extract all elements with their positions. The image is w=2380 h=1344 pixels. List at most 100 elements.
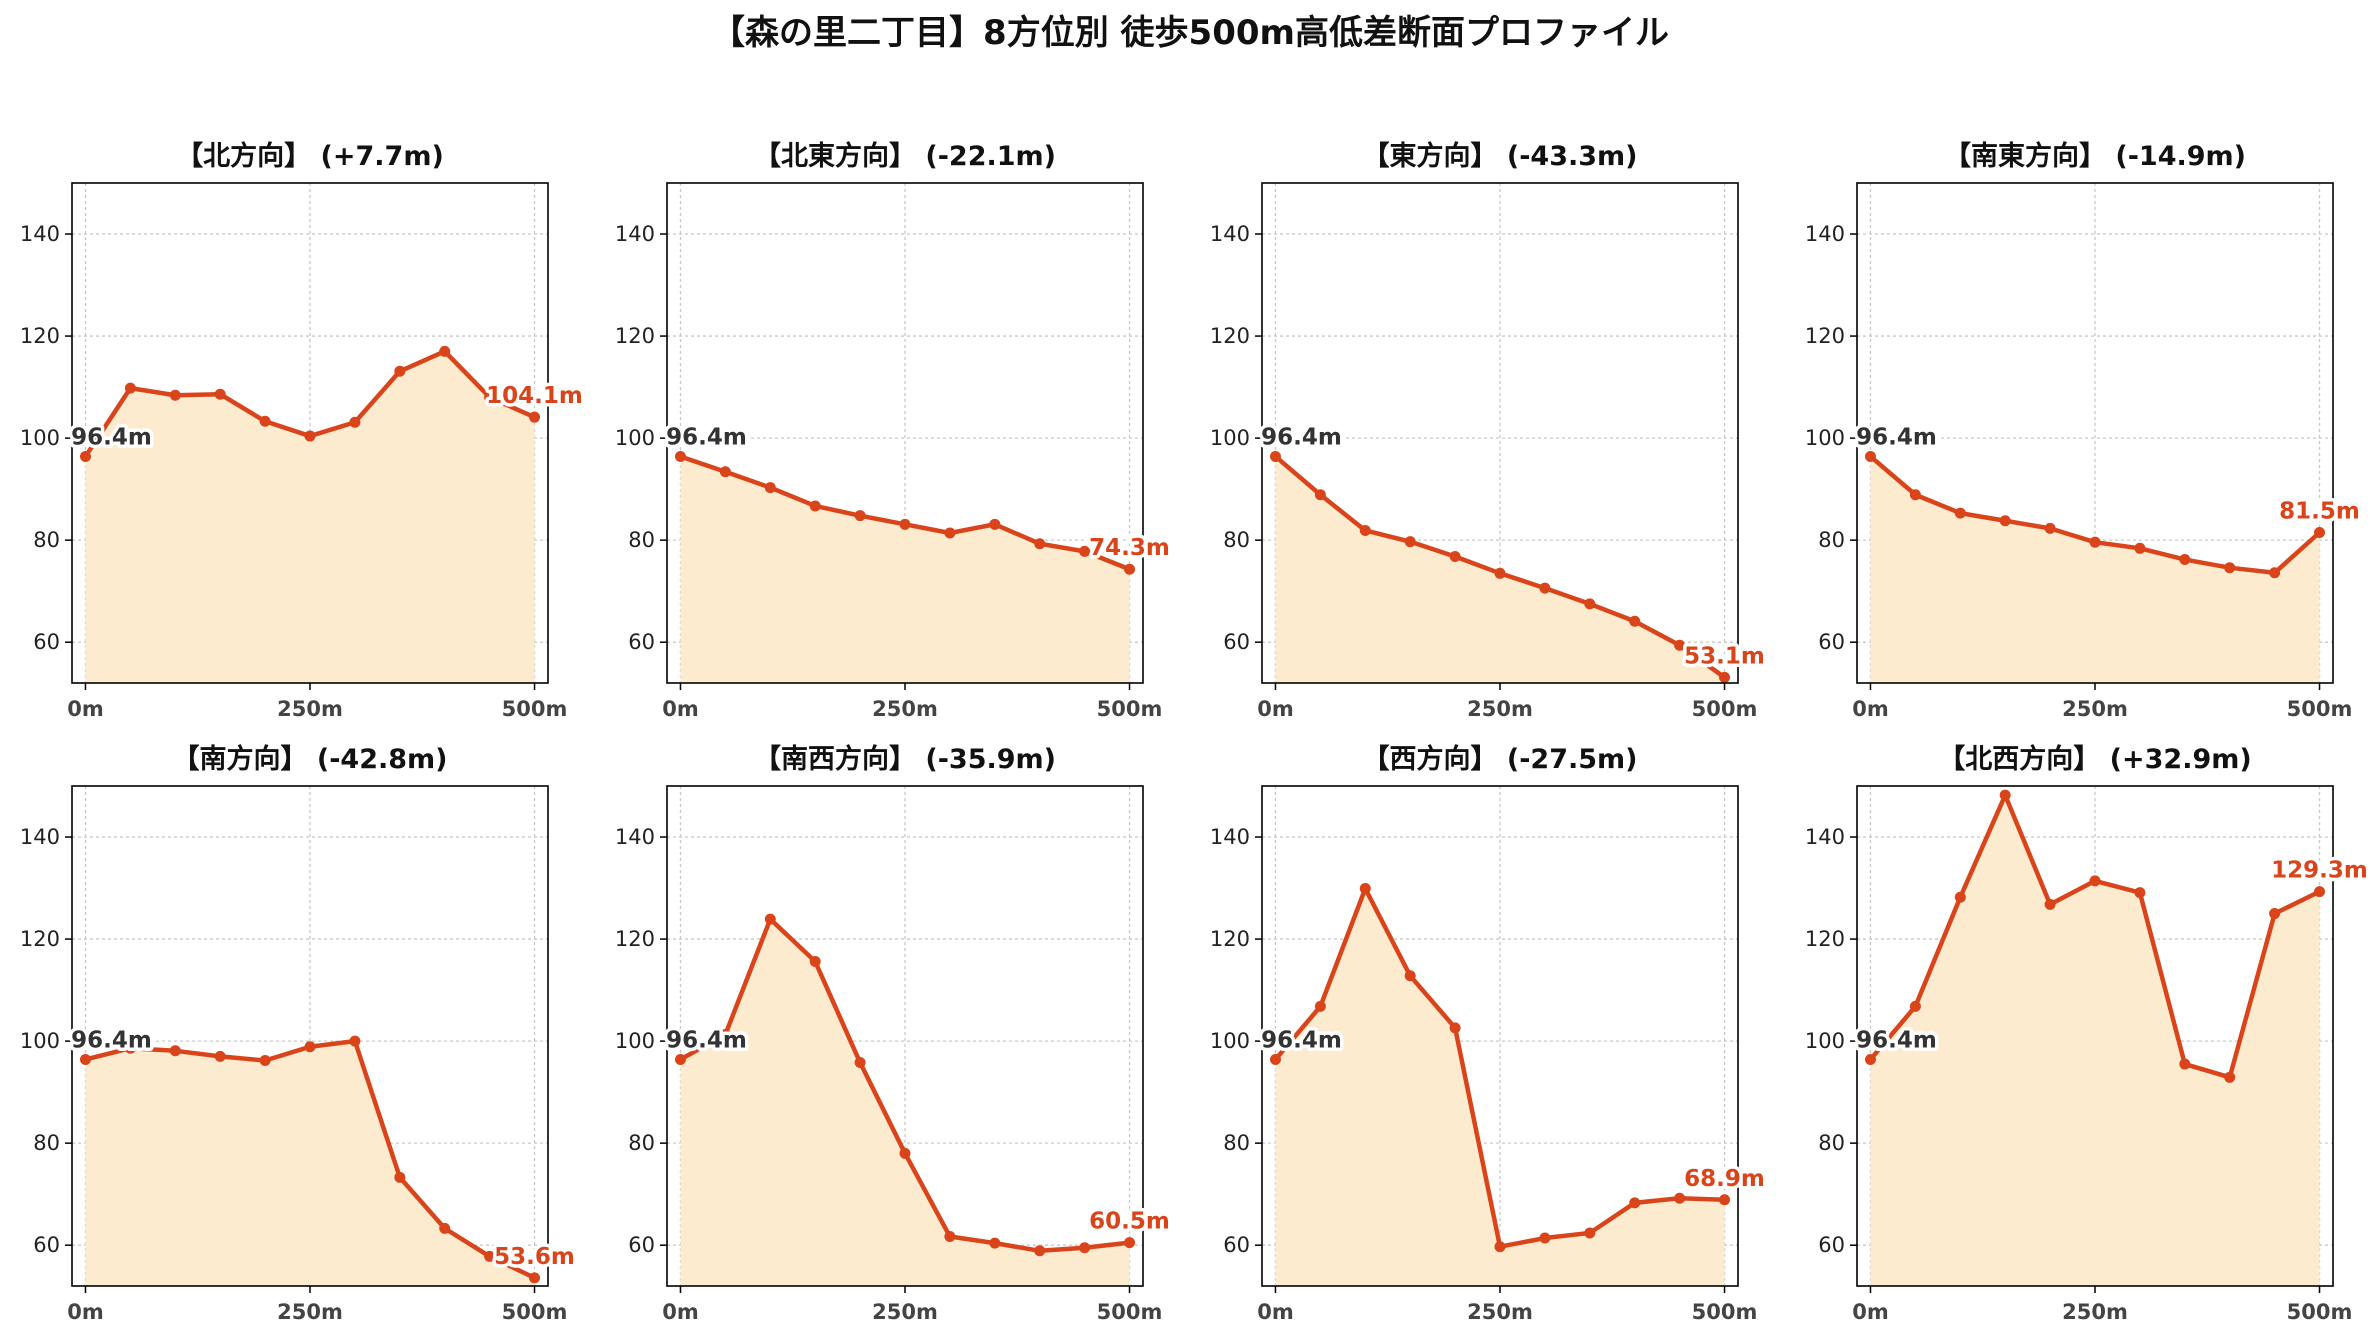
start-value-label: 96.4m [71, 1027, 152, 1053]
data-point [1954, 507, 1966, 519]
data-point [2269, 567, 2281, 579]
end-value-label: 81.5m [2279, 498, 2360, 524]
area-fill [1870, 795, 2320, 1286]
data-point [2314, 526, 2326, 538]
data-point [1359, 524, 1371, 536]
area-fill [85, 351, 535, 683]
data-point [764, 482, 776, 494]
x-tick-label: 0m [662, 697, 699, 721]
data-point [674, 450, 686, 462]
y-tick-label: 100 [20, 426, 60, 450]
data-point [719, 466, 731, 478]
end-value-label: 74.3m [1089, 535, 1170, 561]
y-tick-label: 80 [628, 528, 655, 552]
data-point [1674, 1192, 1686, 1204]
y-tick-label: 100 [615, 426, 655, 450]
panel-title: 【南東方向】 (-14.9m) [1944, 140, 2246, 172]
data-point [1719, 1194, 1731, 1206]
end-value-label: 68.9m [1684, 1166, 1765, 1192]
chart-panel: 【南西方向】 (-35.9m) 60 80 100 120 140 0m 250m 500m 96… [615, 743, 1173, 1324]
data-point [1404, 970, 1416, 982]
data-point [989, 1237, 1001, 1249]
y-tick-label: 140 [1210, 222, 1250, 246]
data-point [1079, 545, 1091, 557]
x-tick-label: 0m [67, 1300, 104, 1324]
y-tick-label: 120 [1805, 324, 1845, 348]
chart-panel: 【西方向】 (-27.5m) 60 80 100 120 140 0m 250m 500m 96.… [1210, 743, 1768, 1324]
x-tick-label: 250m [277, 1300, 343, 1324]
area-fill [1275, 888, 1725, 1286]
data-point [2089, 875, 2101, 887]
data-point [169, 1045, 181, 1057]
data-point [214, 1050, 226, 1062]
area-fill [680, 456, 1130, 683]
y-tick-label: 100 [20, 1029, 60, 1053]
x-tick-label: 0m [1257, 1300, 1294, 1324]
data-point [1314, 489, 1326, 501]
y-tick-label: 120 [20, 324, 60, 348]
data-point [304, 1041, 316, 1053]
data-point [899, 518, 911, 530]
panel-title: 【東方向】 (-43.3m) [1362, 140, 1637, 172]
data-point [1494, 567, 1506, 579]
data-point [1909, 489, 1921, 501]
data-point [854, 1057, 866, 1069]
y-tick-label: 120 [615, 927, 655, 951]
y-tick-label: 60 [628, 1233, 655, 1257]
data-point [2179, 1058, 2191, 1070]
data-point [1449, 1022, 1461, 1034]
y-tick-label: 60 [1223, 1233, 1250, 1257]
y-tick-label: 80 [33, 528, 60, 552]
data-point [214, 388, 226, 400]
x-tick-label: 250m [1467, 1300, 1533, 1324]
x-tick-label: 500m [502, 1300, 568, 1324]
data-point [1629, 615, 1641, 627]
area-fill [680, 919, 1130, 1286]
data-point [1584, 598, 1596, 610]
y-tick-label: 120 [20, 927, 60, 951]
data-point [1864, 450, 1876, 462]
data-point [79, 1053, 91, 1065]
end-value-label: 60.5m [1089, 1209, 1170, 1235]
y-tick-label: 120 [1805, 927, 1845, 951]
y-tick-label: 60 [1818, 1233, 1845, 1257]
data-point [1999, 515, 2011, 527]
data-point [349, 416, 361, 428]
data-point [394, 1171, 406, 1183]
data-point [124, 1042, 136, 1054]
data-point [304, 430, 316, 442]
panel-title: 【北西方向】 (+32.9m) [1938, 743, 2251, 775]
data-point [1404, 536, 1416, 548]
start-value-label: 96.4m [666, 1027, 747, 1053]
data-point [809, 956, 821, 968]
data-point [1539, 1232, 1551, 1244]
data-point [1909, 1000, 1921, 1012]
y-tick-label: 140 [615, 222, 655, 246]
y-tick-label: 60 [33, 1233, 60, 1257]
data-point [2134, 542, 2146, 554]
data-point [1539, 582, 1551, 594]
data-point [1954, 891, 1966, 903]
area-fill [1275, 456, 1725, 683]
data-point [809, 500, 821, 512]
start-value-label: 96.4m [666, 424, 747, 450]
data-point [1079, 1242, 1091, 1254]
data-point [764, 913, 776, 925]
y-tick-label: 80 [33, 1131, 60, 1155]
y-tick-label: 80 [1223, 528, 1250, 552]
data-point [259, 1054, 271, 1066]
start-value-label: 96.4m [71, 424, 152, 450]
x-tick-label: 250m [872, 697, 938, 721]
data-point [439, 345, 451, 357]
data-point [2224, 562, 2236, 574]
data-point [1999, 789, 2011, 801]
start-value-label: 96.4m [1856, 1027, 1937, 1053]
data-point [1124, 1237, 1136, 1249]
y-tick-label: 80 [1223, 1131, 1250, 1155]
start-value-label: 96.4m [1261, 424, 1342, 450]
panel-title: 【南西方向】 (-35.9m) [754, 743, 1056, 775]
data-point [79, 450, 91, 462]
y-tick-label: 60 [1818, 630, 1845, 654]
